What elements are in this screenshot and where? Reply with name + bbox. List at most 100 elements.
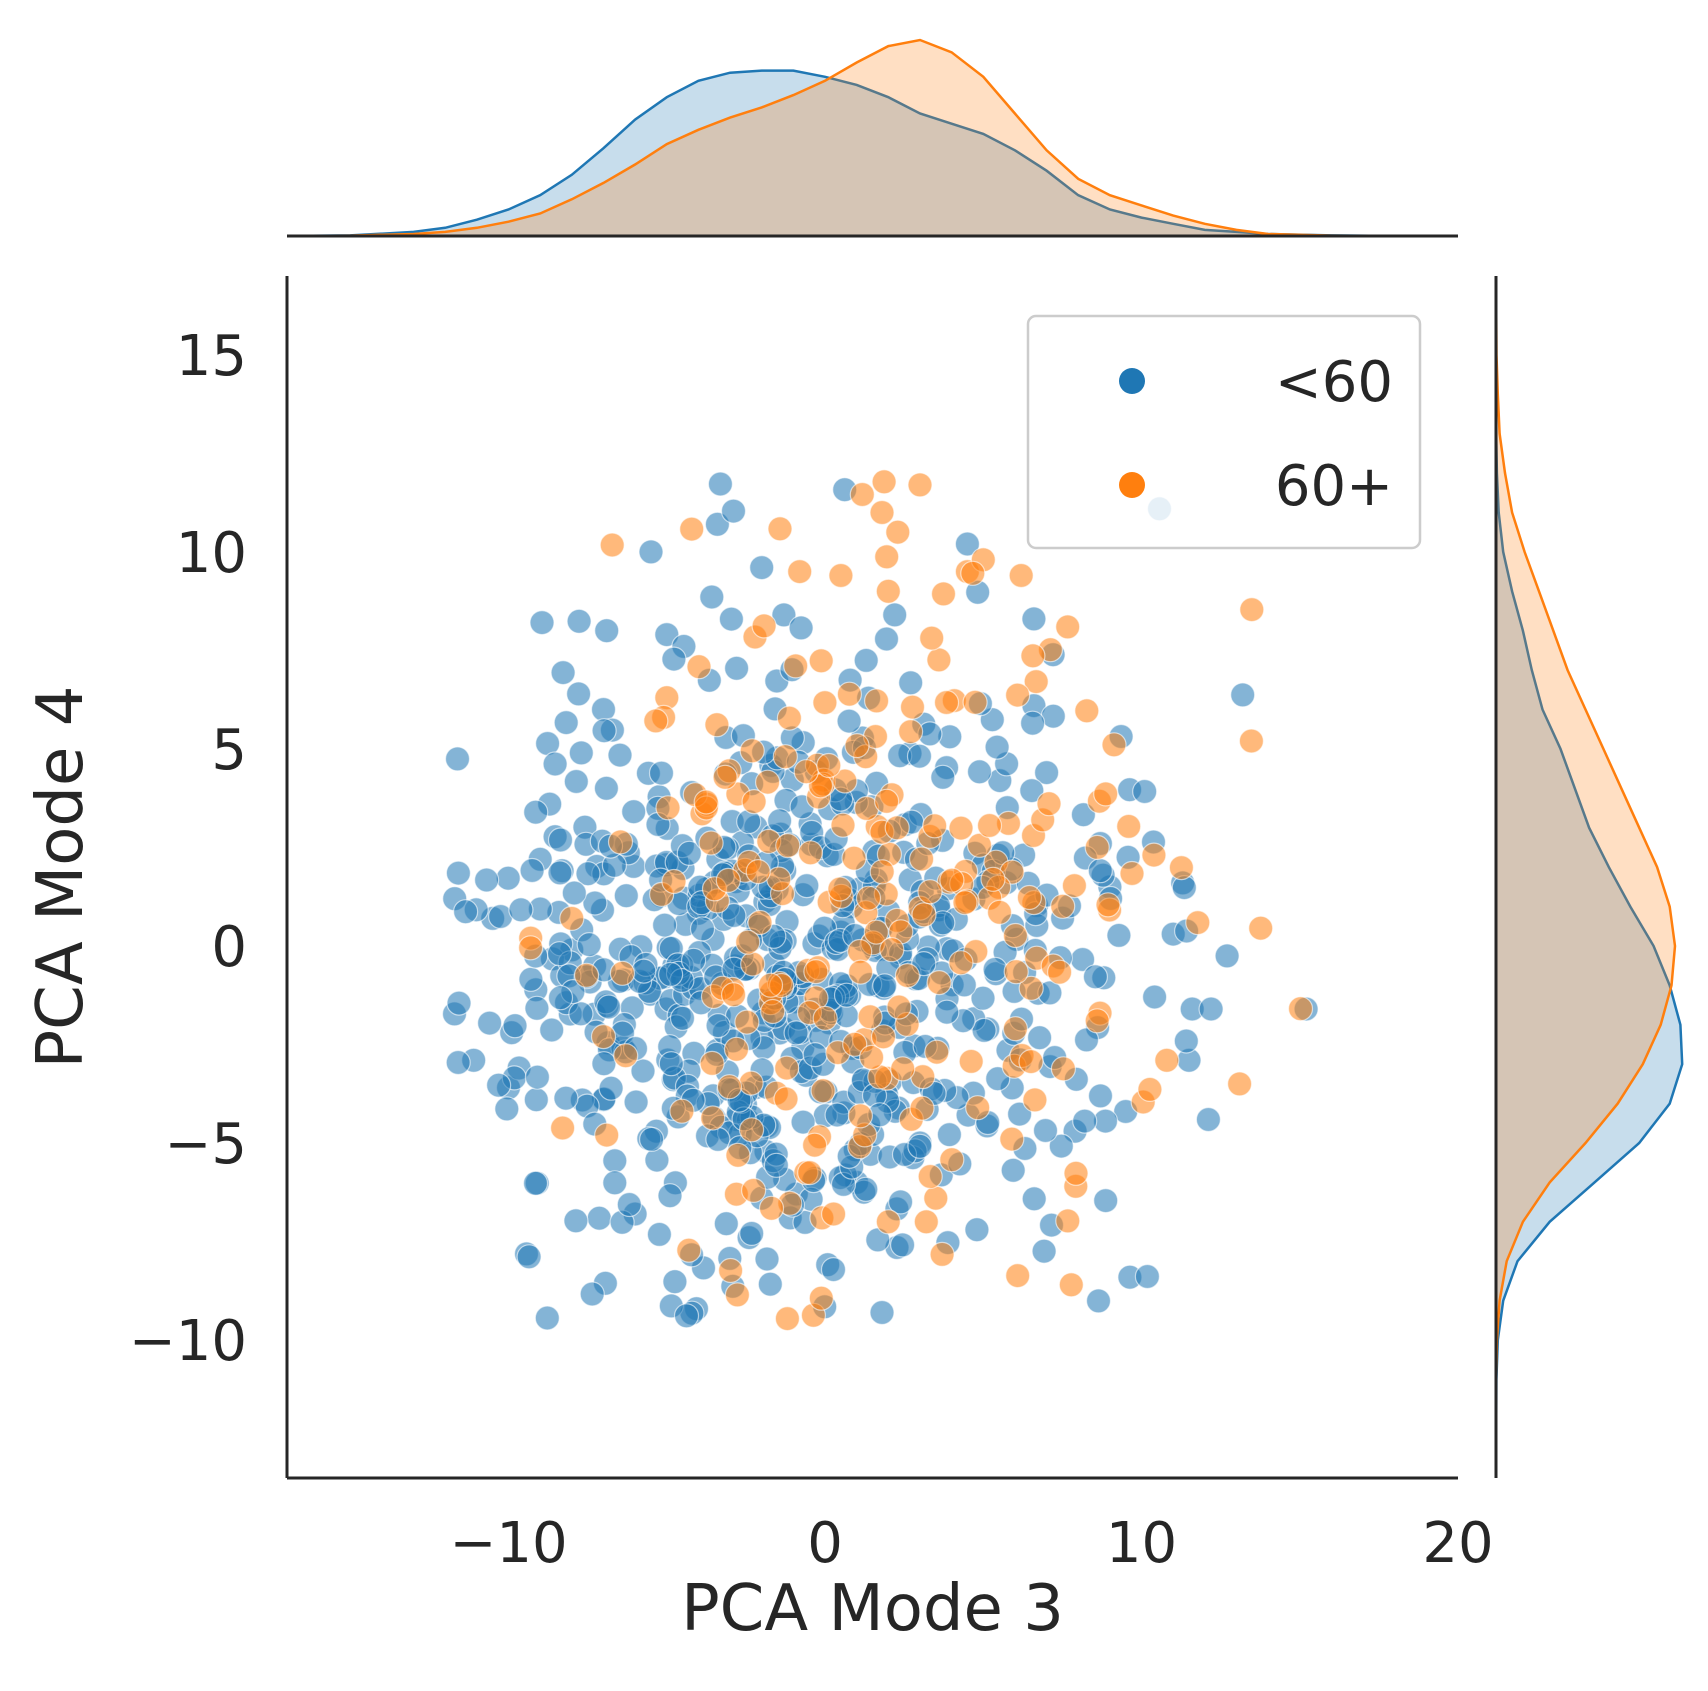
scatter-point-60-plus [1137,1076,1163,1103]
scatter-point-under-60 [887,1189,914,1215]
scatter-point-under-60 [547,985,574,1011]
scatter-point-under-60 [644,1147,670,1173]
scatter-point-under-60 [593,775,620,801]
scatter-point-under-60 [705,1126,731,1153]
scatter-point-under-60 [1021,606,1047,632]
scatter-point-60-plus [836,681,863,707]
scatter-point-60-plus [966,832,993,858]
scatter-point-60-plus [661,868,687,895]
scatter-point-under-60 [699,584,725,610]
scatter-point-under-60 [930,764,956,790]
scatter-point-under-60 [720,498,747,524]
scatter-point-60-plus [913,1209,939,1235]
scatter-point-60-plus [886,994,912,1020]
scatter-point-under-60 [869,1299,895,1326]
scatter-point-60-plus [816,752,842,779]
scatter-point-60-plus [797,1159,823,1186]
scatter-point-under-60 [576,931,602,958]
scatter-point-under-60 [673,1303,700,1329]
scatter-point-under-60 [669,1005,696,1031]
scatter-point-60-plus [917,879,943,905]
scatter-point-60-plus [827,876,853,902]
scatter-point-under-60 [971,1017,997,1044]
scatter-point-60-plus [712,764,738,790]
scatter-point-60-plus [948,815,974,841]
scatter-point-60-plus [924,1039,950,1065]
scatter-point-under-60 [984,734,1010,760]
scatter-point-60-plus [894,962,921,989]
scatter-point-60-plus [841,845,867,871]
scatter-point-60-plus [1063,1160,1089,1186]
scatter-point-60-plus [773,1086,799,1112]
scatter-point-under-60 [594,618,620,644]
scatter-point-under-60 [591,1051,617,1077]
scatter-point-under-60 [657,961,684,988]
scatter-point-under-60 [553,1085,579,1111]
scatter-point-60-plus [803,958,829,985]
scatter-point-under-60 [547,860,573,886]
y-tick-label: 5 [211,718,247,783]
top-kde-fill-60-plus [287,40,1458,236]
scatter-point-60-plus [734,1009,760,1035]
scatter-point-60-plus [740,951,766,977]
scatter-point-under-60 [1048,1133,1074,1159]
scatter-point-under-60 [713,1211,739,1237]
right-kde-line-under-60 [1494,276,1684,1479]
scatter-point-under-60 [889,1232,916,1258]
scatter-point-60-plus [559,905,585,932]
scatter-point-60-plus [693,789,719,815]
scatter-point-60-plus [962,689,988,715]
top-kde-line-under-60 [286,69,1458,238]
scatter-point-60-plus [741,788,767,815]
y-tick-label: 15 [176,324,247,389]
scatter-point-under-60 [676,840,702,866]
scatter-point-60-plus [885,519,911,545]
scatter-point-60-plus [655,795,681,821]
scatter-point-60-plus [830,812,856,838]
scatter-point-under-60 [705,1012,731,1039]
scatter-point-60-plus [669,1098,695,1124]
scatter-point-60-plus [1095,892,1121,918]
y-tick-label: −5 [164,1112,247,1177]
scatter-point-60-plus [869,859,895,885]
axes: −10 0 10 20 −10 −5 0 5 10 15 PCA Mode 3 PCA Mode 4 [24,276,1494,1646]
scatter-point-60-plus [812,689,838,716]
scatter-point-under-60 [623,1089,649,1115]
scatter-point-60-plus [909,1095,935,1121]
scatter-point-60-plus [1022,1087,1048,1113]
scatter-point-under-60 [898,670,924,696]
scatter-point-under-60 [561,880,587,906]
scatter-point-under-60 [638,1126,665,1153]
scatter-point-under-60 [651,912,678,938]
scatter-point-60-plus [594,1122,620,1148]
scatter-point-under-60 [1106,922,1132,949]
scatter-point-under-60 [445,1049,471,1076]
scatter-point-under-60 [757,1271,783,1297]
scatter-point-under-60 [523,799,549,825]
scatter-point-60-plus [1003,959,1029,985]
scatter-point-60-plus [810,1078,836,1104]
scatter-point-under-60 [1085,1288,1112,1314]
right-kde-fill-60-plus [1496,276,1675,1478]
y-tick-label: 0 [211,915,247,980]
scatter-point-under-60 [836,708,862,734]
scatter-point-60-plus [1046,959,1073,985]
scatter-point-under-60 [516,1244,542,1270]
scatter-point-under-60 [566,608,592,634]
scatter-point-under-60 [586,1205,612,1231]
scatter-point-60-plus [960,560,986,586]
scatter-point-60-plus [1287,996,1314,1022]
scatter-point-under-60 [631,958,657,984]
scatter-point-under-60 [964,1217,990,1243]
scatter-point-under-60 [579,1281,605,1307]
scatter-point-under-60 [563,1208,589,1234]
scatter-point-under-60 [539,1017,565,1043]
scatter-point-60-plus [725,1142,751,1168]
scatter-point-under-60 [1032,1117,1059,1144]
scatter-point-under-60 [657,1183,683,1209]
scatter-point-60-plus [869,499,895,526]
scatter-point-under-60 [1021,1186,1047,1212]
scatter-point-60-plus [517,935,544,961]
scatter-point-60-plus [1238,728,1265,754]
